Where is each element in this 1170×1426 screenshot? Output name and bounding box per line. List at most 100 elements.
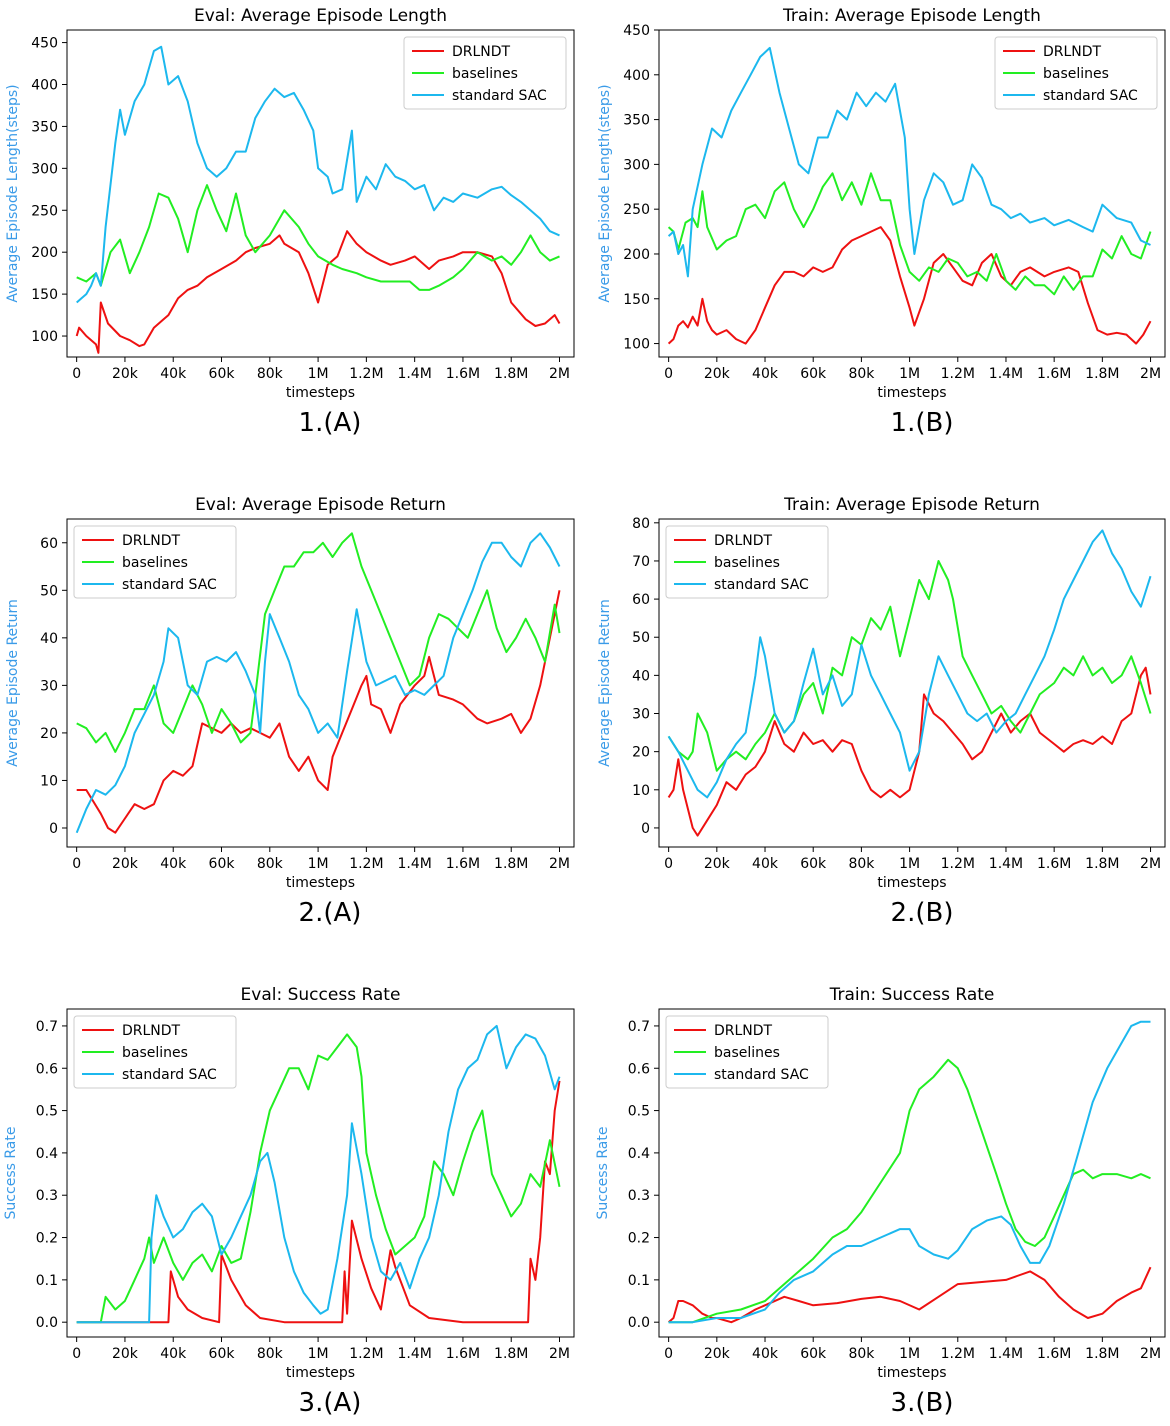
y-tick-label: 0.7 <box>36 1019 58 1035</box>
x-tick-label: 1M <box>308 1346 329 1362</box>
y-tick-label: 0.6 <box>628 1061 650 1077</box>
x-tick-label: 2M <box>549 1346 570 1362</box>
legend-label: standard SAC <box>714 577 809 593</box>
x-tick-label: 2M <box>1140 366 1161 382</box>
plot-frame <box>658 29 1166 358</box>
series-line-standard-sac <box>668 1020 1151 1324</box>
x-tick-label: 40k <box>752 366 779 382</box>
legend-label: DRLNDT <box>1043 44 1102 60</box>
y-tick-label: 0.4 <box>628 1146 650 1162</box>
legend-label: DRLNDT <box>122 1023 181 1039</box>
y-tick-label: 20 <box>40 726 58 742</box>
x-tick-label: 1M <box>308 856 329 872</box>
y-tick-label: 10 <box>40 773 58 789</box>
chart-1a: Eval: Average Episode Length 0 20k 40k 60k 80… <box>5 6 575 401</box>
x-tick-label: 1.2M <box>349 1346 383 1362</box>
legend: DRLNDT baselines standard SAC <box>73 1015 237 1089</box>
x-tick-label: 1.4M <box>989 856 1023 872</box>
chart-2b: Train: Average Episode Return 0 20k 40k 60k 8… <box>597 495 1166 891</box>
y-tick-label: 0.3 <box>628 1188 650 1204</box>
legend-box <box>73 525 237 599</box>
x-tick-label: 0 <box>72 856 81 872</box>
series-line-standard-sac <box>667 46 1151 278</box>
x-tick-label: 80k <box>257 366 284 382</box>
plot-frame <box>66 518 575 848</box>
x-axis-label: timesteps <box>286 385 355 401</box>
y-tick-label: 450 <box>623 23 650 39</box>
x-tick-label: 0 <box>664 366 673 382</box>
x-tick-label: 1M <box>899 1346 920 1362</box>
x-tick-label: 1.8M <box>494 1346 528 1362</box>
y-tick-label: 100 <box>31 329 58 345</box>
series-line-standard-sac <box>76 45 560 304</box>
y-axis-label: Success Rate <box>3 1127 19 1220</box>
x-tick-label: 60k <box>209 1346 236 1362</box>
series-line-standard-sac <box>75 532 561 834</box>
legend-label: baselines <box>452 66 518 82</box>
plot-frame <box>66 1008 575 1338</box>
x-tick-label: 1M <box>899 366 920 382</box>
legend-box <box>665 1015 829 1089</box>
legend-box <box>403 36 567 110</box>
legend-label: standard SAC <box>1043 88 1138 104</box>
y-tick-label: 30 <box>40 678 58 694</box>
x-tick-label: 1.4M <box>397 1346 431 1362</box>
legend: DRLNDT baselines standard SAC <box>994 36 1158 110</box>
x-tick-label: 60k <box>209 366 236 382</box>
y-tick-label: 400 <box>623 68 650 84</box>
y-axis-label: Average Episode Length(steps) <box>597 84 613 302</box>
y-tick-label: 0.5 <box>628 1104 650 1120</box>
chart-title: Eval: Average Episode Return <box>195 495 446 515</box>
x-axis-label: timesteps <box>877 1365 946 1381</box>
x-tick-label: 80k <box>848 366 875 382</box>
series-line-baselines <box>667 560 1152 772</box>
legend-label: DRLNDT <box>122 533 181 549</box>
chart-title: Eval: Success Rate <box>241 985 401 1005</box>
x-tick-label: 20k <box>112 856 139 872</box>
series-line-baselines <box>668 1058 1151 1324</box>
x-tick-label: 2M <box>1140 856 1161 872</box>
y-tick-label: 250 <box>31 203 58 219</box>
chart-3a: Eval: Success Rate 0 20k 40k 60k 80k 1M 1.2M 1.4… <box>3 985 575 1381</box>
x-tick-label: 60k <box>209 856 236 872</box>
y-tick-label: 50 <box>40 583 58 599</box>
x-tick-label: 40k <box>752 1346 779 1362</box>
legend-box <box>73 1015 237 1089</box>
y-tick-label: 0.0 <box>628 1315 650 1331</box>
series-line-baselines <box>76 1033 561 1324</box>
x-tick-label: 40k <box>160 856 187 872</box>
y-tick-label: 40 <box>40 631 58 647</box>
x-tick-label: 2M <box>549 366 570 382</box>
legend-label: standard SAC <box>122 1067 217 1083</box>
caption-1b: 1.(B) <box>890 408 954 438</box>
series-line-drlndt <box>75 230 561 354</box>
y-tick-label: 150 <box>31 287 58 303</box>
y-tick-label: 400 <box>31 78 58 94</box>
series-line-drlndt <box>667 666 1152 837</box>
legend: DRLNDT baselines standard SAC <box>665 525 829 599</box>
caption-3b: 3.(B) <box>890 1388 954 1418</box>
x-tick-label: 2M <box>549 856 570 872</box>
x-tick-label: 0 <box>72 1346 81 1362</box>
legend-label: baselines <box>1043 66 1109 82</box>
y-tick-label: 150 <box>623 292 650 308</box>
y-tick-label: 250 <box>623 202 650 218</box>
chart-1b: Train: Average Episode Length 0 20k 40k 60k 8… <box>597 6 1166 401</box>
chart-2a: Eval: Average Episode Return 0 20k 40k 60k 80… <box>5 495 575 891</box>
x-tick-label: 1.2M <box>941 366 975 382</box>
series-line-standard-sac <box>76 1024 561 1324</box>
y-tick-label: 30 <box>632 707 650 723</box>
legend-label: DRLNDT <box>714 533 773 549</box>
chart-title: Train: Average Episode Length <box>782 6 1041 26</box>
x-tick-label: 80k <box>848 856 875 872</box>
x-tick-label: 1.8M <box>1085 856 1119 872</box>
legend-box <box>994 36 1158 110</box>
x-tick-label: 40k <box>160 1346 187 1362</box>
x-axis-label: timesteps <box>877 385 946 401</box>
y-tick-label: 300 <box>31 161 58 177</box>
y-axis-label: Average Episode Length(steps) <box>5 84 21 302</box>
legend: DRLNDT baselines standard SAC <box>665 1015 829 1089</box>
y-tick-label: 60 <box>40 536 58 552</box>
x-tick-label: 1.2M <box>349 366 383 382</box>
